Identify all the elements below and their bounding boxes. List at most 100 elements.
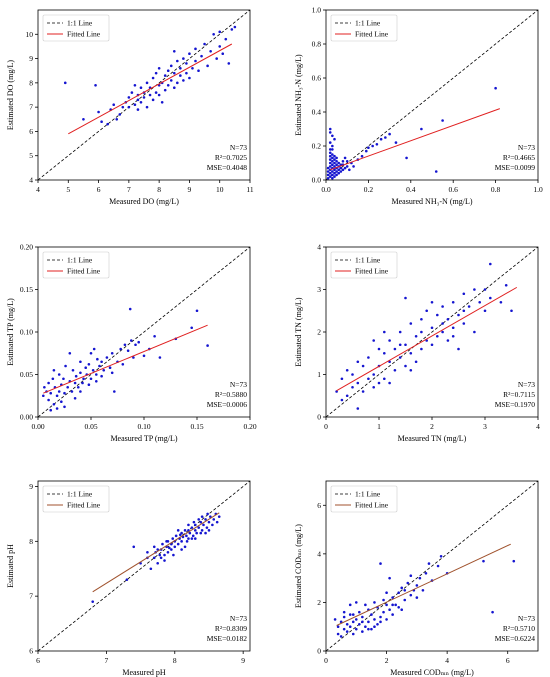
data-point xyxy=(121,105,125,109)
data-point xyxy=(348,613,352,616)
data-point xyxy=(133,83,137,87)
data-point xyxy=(400,608,404,612)
data-point xyxy=(212,32,215,36)
data-point xyxy=(385,618,388,621)
x-tick-label: 0.8 xyxy=(491,185,501,194)
data-point xyxy=(340,377,344,381)
legend-label-1to1: 1:1 Line xyxy=(355,490,381,499)
data-point xyxy=(333,618,337,621)
data-point xyxy=(158,553,162,557)
data-point xyxy=(337,171,341,175)
data-point xyxy=(71,368,75,372)
data-point xyxy=(404,296,407,300)
data-point xyxy=(190,526,194,529)
data-point xyxy=(400,586,404,590)
data-point xyxy=(43,385,46,389)
data-point xyxy=(339,166,343,170)
data-point xyxy=(207,520,211,524)
stats-line: MSE=0.0099 xyxy=(495,163,536,172)
data-point xyxy=(328,165,332,168)
data-point xyxy=(345,394,349,398)
data-point xyxy=(199,520,203,524)
data-point xyxy=(367,356,370,359)
data-point xyxy=(52,368,56,372)
stats-line: N=73 xyxy=(518,380,535,389)
data-point xyxy=(345,622,349,626)
data-point xyxy=(335,160,338,163)
data-point xyxy=(367,377,370,381)
y-tick-label: 10 xyxy=(26,30,34,39)
data-point xyxy=(382,598,385,602)
data-point xyxy=(360,154,364,158)
data-point xyxy=(373,618,376,621)
one-to-one-line xyxy=(37,9,251,181)
legend-label-1to1: 1:1 Line xyxy=(67,19,93,28)
data-point xyxy=(82,117,85,121)
data-point xyxy=(375,143,379,146)
data-point xyxy=(414,360,418,364)
data-point xyxy=(185,540,189,543)
x-tick-label: 0.00 xyxy=(31,422,44,431)
data-point xyxy=(151,76,155,80)
data-point xyxy=(199,531,203,535)
data-point xyxy=(331,153,334,156)
stats-line: R²=0.7025 xyxy=(215,153,247,162)
data-point xyxy=(446,317,450,321)
stats-line: N=73 xyxy=(518,614,535,623)
data-point xyxy=(89,351,93,355)
data-point xyxy=(510,309,513,313)
data-point xyxy=(333,137,336,141)
data-point xyxy=(156,548,159,551)
data-point xyxy=(136,108,140,111)
data-point xyxy=(358,622,361,626)
data-point xyxy=(337,168,341,172)
x-tick-label: 8 xyxy=(173,656,177,665)
data-point xyxy=(152,545,156,549)
data-point xyxy=(385,591,388,595)
plot-frame xyxy=(37,480,251,652)
x-tick-label: 0 xyxy=(324,656,328,665)
data-point xyxy=(482,559,485,563)
data-point xyxy=(345,160,349,163)
legend-label-1to1: 1:1 Line xyxy=(67,256,93,265)
data-point xyxy=(333,175,336,178)
y-tick-label: 4 xyxy=(317,243,321,252)
data-point xyxy=(337,161,341,165)
data-point xyxy=(126,349,130,353)
data-point xyxy=(398,330,402,334)
y-axis-label: Estimated DO (mg/L) xyxy=(6,60,15,131)
data-point xyxy=(74,374,78,378)
data-point xyxy=(377,347,381,351)
y-axis-label: Estimated TN (mg/L) xyxy=(294,297,303,367)
data-point xyxy=(165,540,168,543)
data-point xyxy=(119,347,122,351)
y-tick-label: 0.0 xyxy=(312,176,322,185)
data-point xyxy=(409,574,413,578)
fitted-line xyxy=(43,324,208,394)
y-axis-label: Estimated TP (mg/L) xyxy=(6,298,15,366)
data-point xyxy=(129,339,133,342)
data-point xyxy=(370,627,373,631)
data-point xyxy=(191,534,195,538)
data-point xyxy=(170,548,173,551)
x-axis-label: Measured DO (mg/L) xyxy=(109,197,179,206)
data-point xyxy=(404,364,407,368)
data-point xyxy=(100,374,103,378)
x-tick-label: 7 xyxy=(127,185,131,194)
x-tick-label: 1 xyxy=(377,422,381,431)
data-point xyxy=(373,625,376,629)
data-point xyxy=(154,71,158,75)
data-point xyxy=(356,407,360,410)
x-tick-label: 0.05 xyxy=(84,422,97,431)
data-point xyxy=(157,93,161,97)
stats-line: MSE=0.0182 xyxy=(207,634,248,643)
data-point xyxy=(499,300,503,304)
one-to-one-line xyxy=(325,9,539,181)
data-point xyxy=(383,377,386,381)
data-point xyxy=(356,360,360,364)
x-tick-label: 0 xyxy=(324,422,328,431)
data-point xyxy=(110,351,114,355)
data-point xyxy=(345,630,349,633)
data-point xyxy=(383,330,386,334)
data-point xyxy=(441,119,444,122)
